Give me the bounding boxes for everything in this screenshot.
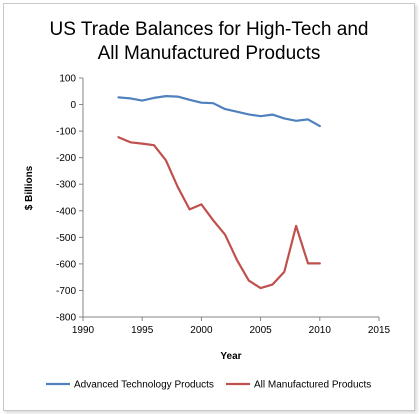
x-tick-label: 1995: [131, 325, 154, 336]
legend: Advanced Technology Products All Manufact…: [46, 380, 371, 391]
y-tick-label: -200: [56, 153, 76, 164]
series-line-2: [117, 136, 321, 290]
chart-frame: US Trade Balances for High-Tech and All …: [3, 3, 415, 411]
chart-title-line-1: US Trade Balances for High-Tech and: [50, 19, 369, 40]
x-tick-label: 2015: [368, 325, 391, 336]
y-tick-label: -700: [56, 286, 76, 297]
y-tick-label: -400: [56, 206, 76, 217]
series-layer: [117, 94, 321, 290]
y-tick-label: -500: [56, 233, 76, 244]
y-axis-ticks: 100 0 -100 -200 -300 -400 -500 -600 -700 -800: [56, 74, 83, 324]
x-tick-label: 1990: [72, 325, 95, 336]
legend-label-1: Advanced Technology Products: [74, 380, 214, 391]
x-axis-label: Year: [220, 351, 241, 362]
y-tick-label: 100: [59, 74, 76, 85]
chart-title-line-2: All Manufactured Products: [98, 43, 321, 64]
y-tick-label: 0: [70, 100, 76, 111]
line-chart: US Trade Balances for High-Tech and All …: [24, 19, 391, 391]
y-tick-label: -600: [56, 259, 76, 270]
x-tick-label: 2010: [309, 325, 332, 336]
x-axis-ticks: 1990 1995 2000 2005 2010 2015: [72, 317, 391, 336]
y-tick-label: -100: [56, 127, 76, 138]
x-tick-label: 2005: [249, 325, 272, 336]
y-axis-label: $ Billions: [24, 165, 35, 210]
y-tick-label: -800: [56, 313, 76, 324]
series-line-1: [117, 94, 321, 128]
y-tick-label: -300: [56, 180, 76, 191]
x-tick-label: 2000: [190, 325, 213, 336]
legend-label-2: All Manufactured Products: [254, 380, 371, 391]
